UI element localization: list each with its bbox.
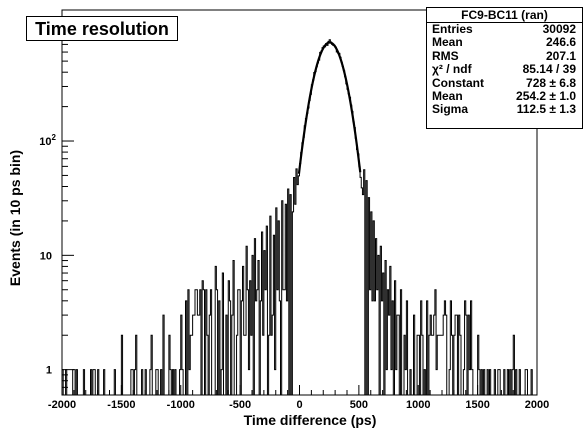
stats-label: Sigma [432, 102, 469, 117]
stats-row-sigma: Sigma 112.5 ± 1.3 [427, 102, 582, 117]
stats-label: Entries [432, 22, 473, 36]
stats-value: 85.14 / 39 [522, 62, 576, 77]
x-tick-label: -500 [229, 399, 251, 411]
y-tick-exponent: 2 [52, 133, 57, 142]
x-tick-label: 500 [350, 399, 368, 411]
x-tick-label: 2000 [525, 399, 549, 411]
x-tick-label: 0 [296, 399, 302, 411]
x-tick-label: -1000 [167, 399, 195, 411]
stats-value: 254.2 ± 1.0 [516, 88, 576, 103]
stats-row-constant: Constant 728 ± 6.8 [427, 75, 582, 90]
stats-row-mean: Mean 246.6 [427, 35, 582, 50]
stats-row-chi2: χ² / ndf 85.14 / 39 [427, 62, 582, 77]
y-tick-label: 10 [40, 250, 52, 262]
stats-label: χ² / ndf [432, 62, 472, 77]
stats-row-entries: Entries 30092 [427, 22, 582, 36]
x-tick-label: 1000 [406, 399, 430, 411]
stats-row-rms: RMS 207.1 [427, 48, 582, 63]
x-tick-label: 1500 [465, 399, 489, 411]
stats-value: 246.6 [545, 35, 576, 50]
stats-value: 728 ± 6.8 [526, 75, 576, 90]
stats-row-fit-mean: Mean 254.2 ± 1.0 [427, 88, 582, 103]
stats-label: Constant [432, 75, 484, 90]
x-tick-label: -1500 [107, 399, 135, 411]
gaussian-fit-curve [297, 41, 362, 174]
chart-title: Time resolution [26, 16, 178, 41]
y-tick-label: 1 [46, 365, 52, 377]
stats-value: 30092 [542, 22, 576, 36]
stats-label: Mean [432, 35, 463, 50]
stats-value: 112.5 ± 1.3 [516, 102, 576, 117]
stats-value: 207.1 [545, 48, 576, 63]
stats-header: FC9-BC11 (ran) [427, 8, 582, 23]
stats-label: RMS [432, 48, 459, 63]
stats-label: Mean [432, 88, 463, 103]
x-axis-label: Time difference (ps) [243, 412, 377, 428]
x-tick-label: -2000 [48, 399, 76, 411]
y-tick-label: 102 [39, 133, 56, 148]
y-axis-label: Events (in 10 ps bin) [7, 149, 23, 287]
stats-box: FC9-BC11 (ran) Entries 30092 Mean 246.6 … [426, 7, 583, 129]
